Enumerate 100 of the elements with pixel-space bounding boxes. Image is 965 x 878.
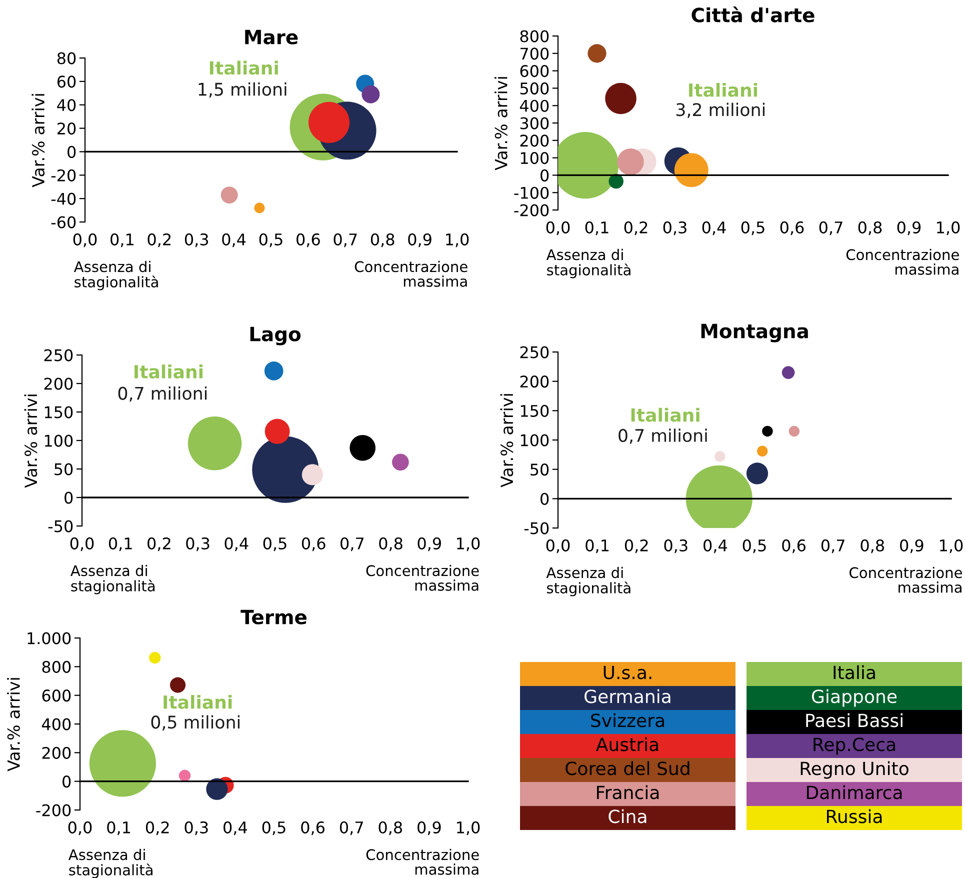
x-tick-label: 0,7 <box>340 821 363 836</box>
x-tick-label: 0,3 <box>184 821 208 836</box>
category-label: Russia <box>827 809 882 824</box>
x-tick-label: 1,0 <box>937 221 960 236</box>
category-label: Corea del Sud <box>566 761 690 776</box>
category-label: Rep.Ceca <box>814 738 895 755</box>
x-tick-label: 0,2 <box>146 821 169 836</box>
annotation: 0,5 milioni <box>151 715 240 730</box>
y-tick-label: 600 <box>520 65 549 78</box>
y-tick-label: -20 <box>51 169 76 182</box>
x-tick-label: 0,2 <box>148 537 170 552</box>
annotation: 3,2 milioni <box>676 102 764 118</box>
x-tick-label: 0,5 <box>263 537 286 552</box>
category-label: Svizzera <box>591 713 664 728</box>
annotation: Italiani <box>689 82 758 97</box>
x-tick-label: 0,5 <box>262 821 286 836</box>
category-label: Paesi Bassi <box>806 713 902 728</box>
annotation: Italiani <box>210 60 278 75</box>
text: Assenza di stagionalità <box>546 566 630 596</box>
y-tick-label: 200 <box>44 378 73 390</box>
annotation: Italiani <box>164 694 232 709</box>
y-tick-label: 0 <box>68 146 76 158</box>
y-axis-title: Var.% arrivi <box>24 394 38 488</box>
x-tick-label: 0,9 <box>408 233 432 248</box>
y-tick-label: 150 <box>44 406 73 418</box>
chart-title: Città d'arte <box>692 6 814 22</box>
y-tick-label: 100 <box>44 434 73 447</box>
x-tick-label: 0,0 <box>70 537 94 552</box>
y-tick-label: 50 <box>54 463 73 476</box>
text: Assenza di stagionalità <box>546 248 630 278</box>
x-tick-label: 0,0 <box>68 821 92 836</box>
x-tick-label: 0,0 <box>73 233 97 248</box>
y-tick-label: 800 <box>42 660 71 673</box>
x-tick-label: 0,1 <box>108 537 132 552</box>
y-tick-label: -40 <box>51 192 76 205</box>
text: Concentrazione massima <box>354 260 468 287</box>
x-tick-label: 0,0 <box>546 221 570 236</box>
x-tick-label: 0,4 <box>224 537 248 552</box>
x-tick-label: 0,1 <box>586 539 609 554</box>
category-label: Germania <box>584 689 670 704</box>
x-tick-label: 0,5 <box>742 539 766 554</box>
y-tick-label: 1.000 <box>28 632 71 644</box>
y-axis-title: Var.% arrivi <box>494 77 508 170</box>
y-tick-label: 500 <box>520 82 549 94</box>
x-tick-label: 0,3 <box>186 537 210 552</box>
category-label: Giappone <box>812 689 897 707</box>
x-tick-label: 0,4 <box>702 221 726 236</box>
y-tick-label: -200 <box>36 804 71 816</box>
x-tick-label: 0,3 <box>663 221 686 236</box>
y-tick-label: 200 <box>42 746 71 759</box>
y-tick-label: 100 <box>520 434 549 446</box>
y-tick-label: 700 <box>520 48 549 60</box>
x-tick-label: 0,2 <box>148 233 170 248</box>
y-tick-label: 200 <box>520 376 549 388</box>
x-tick-label: 0,6 <box>782 539 806 554</box>
x-tick-label: 0,4 <box>224 821 248 836</box>
y-tick-label: -100 <box>514 186 549 199</box>
x-tick-label: 0,1 <box>107 821 130 836</box>
x-tick-label: 0,9 <box>418 821 441 836</box>
y-tick-label: 0 <box>62 776 71 788</box>
category-label: Regno Unito <box>800 761 908 779</box>
y-tick-label: 400 <box>520 100 549 112</box>
text: Assenza di stagionalità <box>74 260 158 290</box>
x-tick-label: 0,8 <box>858 221 882 236</box>
y-tick-label: -60 <box>51 216 76 228</box>
annotation: 0,7 milioni <box>118 386 207 402</box>
y-tick-label: 0 <box>64 492 73 504</box>
x-tick-label: 0,8 <box>370 233 394 248</box>
x-tick-label: 0,6 <box>302 537 326 552</box>
text: Assenza di stagionalità <box>70 564 155 594</box>
annotation: Italiani <box>134 364 203 379</box>
text: Concentrazione massima <box>850 566 962 593</box>
text: Concentrazione massima <box>366 848 479 875</box>
annotation: 1,5 milioni <box>198 82 286 98</box>
x-tick-label: 0,8 <box>378 821 402 836</box>
text: Assenza di stagionalità <box>68 848 152 878</box>
y-tick-label: -50 <box>524 522 549 534</box>
category-label: Danimarca <box>806 785 902 800</box>
x-tick-label: 0,7 <box>819 221 842 236</box>
text: Concentrazione massima <box>366 564 479 591</box>
y-tick-label: 250 <box>520 346 549 358</box>
x-tick-label: 0,7 <box>340 537 364 552</box>
x-tick-label: 0,7 <box>334 233 357 248</box>
y-tick-label: 400 <box>42 718 71 730</box>
x-tick-label: 0,2 <box>624 221 648 236</box>
x-tick-label: 0,3 <box>184 233 208 248</box>
x-tick-label: 0,0 <box>546 539 570 554</box>
x-tick-label: 0,2 <box>624 539 648 554</box>
y-tick-label: 250 <box>44 349 73 362</box>
x-tick-label: 0,5 <box>259 233 282 248</box>
x-tick-label: 0,3 <box>664 539 688 554</box>
text: Concentrazione massima <box>846 248 959 275</box>
chart-title: Mare <box>245 30 298 44</box>
y-tick-label: 300 <box>520 117 549 130</box>
x-tick-label: 0,6 <box>780 221 804 236</box>
y-axis-title: Var.% arrivi <box>32 94 45 188</box>
y-tick-label: 0 <box>540 169 549 182</box>
category-label: U.s.a. <box>604 666 652 680</box>
chart-title: Terme <box>240 610 307 624</box>
x-tick-label: 0,1 <box>110 233 134 248</box>
